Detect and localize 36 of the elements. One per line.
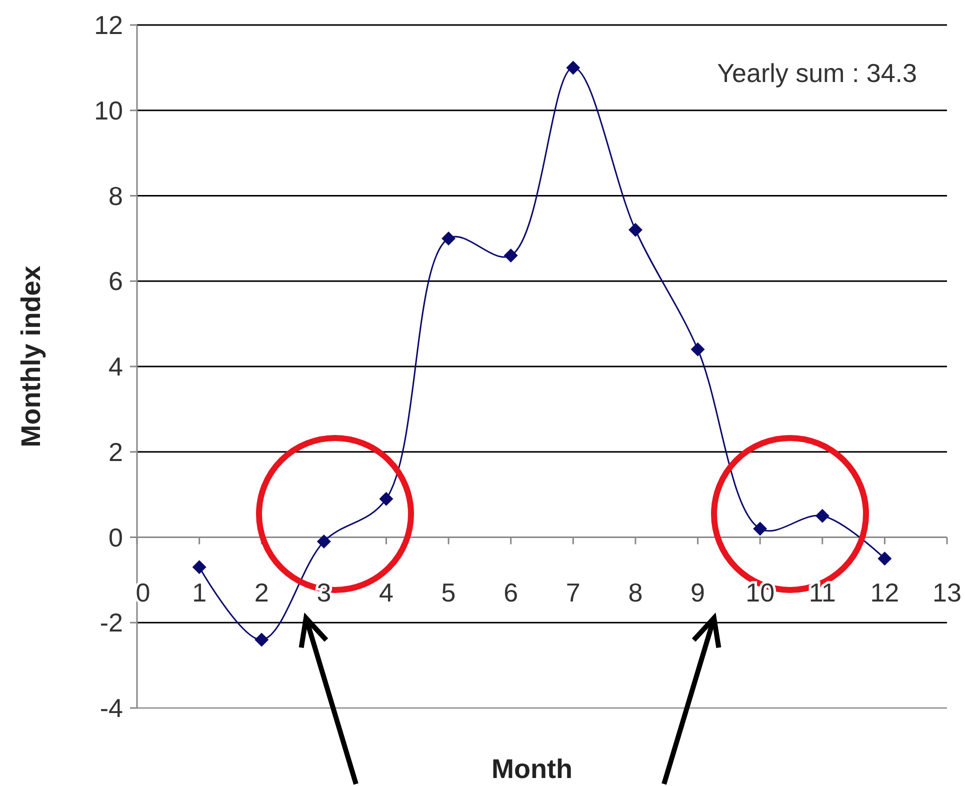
point [815,508,830,523]
point [379,492,394,506]
point [753,522,768,536]
x-tick-label: 12 [870,577,900,608]
y-tick-label: 4 [108,352,123,382]
x-tick-label: 7 [566,577,580,608]
x-tick-label: 1 [192,577,207,608]
y-tick-label: -2 [100,608,123,638]
point [192,560,206,574]
y-axis-title: Monthly index [16,266,46,448]
x-tick-label: 13 [932,577,962,608]
x-tick-label: 5 [441,577,456,608]
point [316,534,331,549]
point [878,552,892,566]
x-axis-title: Month [492,754,572,784]
x-tick-label: 4 [378,577,394,608]
annotation: Yearly sum : 34.3 [717,58,917,88]
x-tick-label: 8 [628,577,643,608]
point [504,248,518,263]
point [566,60,580,75]
point [690,342,705,356]
y-tick-label: 10 [94,95,123,126]
y-tick-label: 2 [108,436,123,467]
x-tick-label: 10 [746,577,775,608]
point [442,231,456,246]
x-tick-label: 9 [690,577,706,608]
y-tick-label: 12 [94,10,123,40]
y-tick-label: 8 [108,180,123,211]
point [254,632,269,647]
y-tick-label: -4 [100,693,123,724]
y-tick-label: 6 [108,266,123,296]
y-tick-label: 0 [108,522,123,552]
x-tick-label: 11 [808,577,836,608]
point [628,222,642,237]
x-tick-label: 2 [254,577,269,608]
x-tick-label: 6 [504,577,518,608]
